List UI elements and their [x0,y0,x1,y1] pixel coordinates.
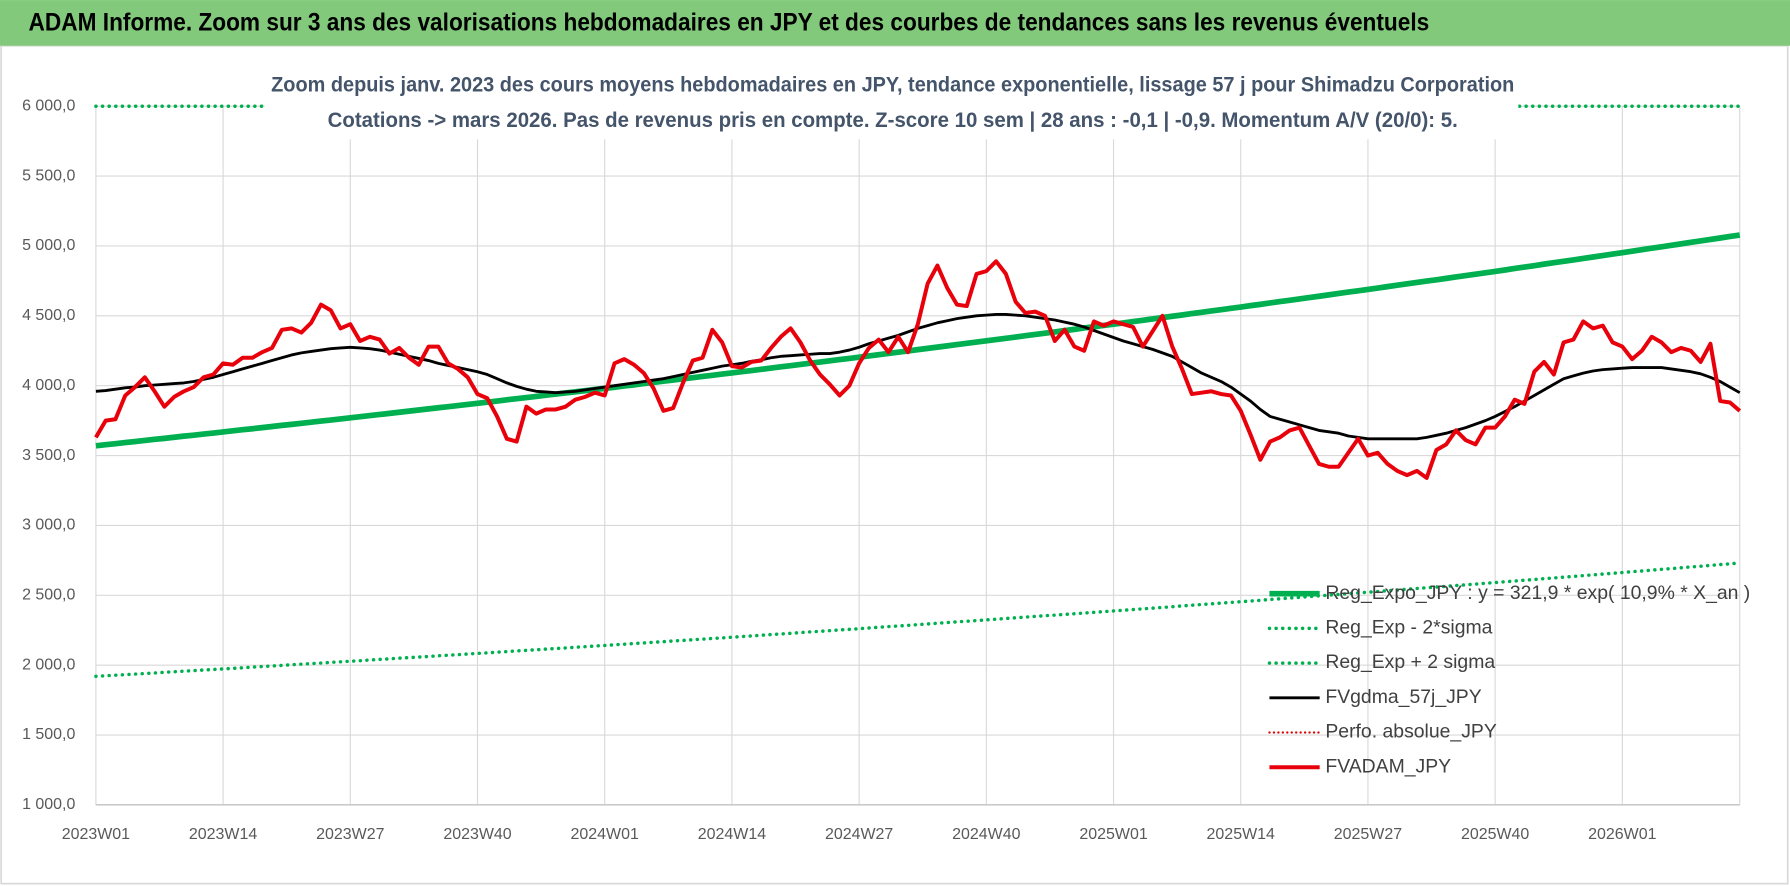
x-tick-label: 2025W01 [1079,826,1147,843]
header-title: ADAM Informe. Zoom sur 3 ans des valoris… [29,9,1430,37]
y-tick-label: 1 000,0 [22,796,75,813]
y-tick-label: 3 500,0 [22,447,75,464]
y-tick-label: 6 000,0 [22,97,75,114]
chart-title: Zoom depuis janv. 2023 des cours moyens … [271,71,1514,96]
y-tick-label: 4 000,0 [22,377,75,394]
legend-label: FVADAM_JPY [1325,755,1451,777]
title-background [264,66,1519,140]
overlay: Zoom depuis janv. 2023 des cours moyens … [264,66,1750,777]
x-tick-label: 2023W27 [316,826,384,843]
series-line [95,232,1741,449]
x-tick-label: 2024W40 [952,826,1020,843]
x-tick-label: 2025W14 [1207,826,1275,843]
y-tick-label: 4 500,0 [22,307,75,324]
legend-label: FVgdma_57j_JPY [1325,686,1481,708]
x-tick-label: 2024W14 [698,826,766,843]
y-tick-label: 5 500,0 [22,167,75,184]
x-tick-label: 2023W40 [443,826,511,843]
y-tick-label: 5 000,0 [22,237,75,254]
series-line [94,259,1742,480]
x-tick-label: 2024W27 [825,826,893,843]
x-tick-label: 2023W14 [189,826,257,843]
legend-label: Reg_Expo_JPY : y = 321,9 * exp( 10,9% * … [1325,582,1750,604]
y-tick-label: 2 500,0 [22,587,75,604]
y-tick-label: 2 000,0 [22,656,75,673]
legend-label: Perfo. absolue_JPY [1325,721,1496,743]
x-tick-label: 2024W01 [571,826,639,843]
y-tick-label: 1 500,0 [22,726,75,743]
legend-label: Reg_Exp - 2*sigma [1325,617,1492,639]
x-tick-label: 2025W27 [1334,826,1402,843]
header-bar [0,0,1790,46]
x-tick-label: 2026W01 [1588,826,1656,843]
x-tick-label: 2025W40 [1461,826,1529,843]
legend-label: Reg_Exp + 2 sigma [1325,651,1495,673]
x-tick-label: 2023W01 [62,826,130,843]
chart-title: Cotations -> mars 2026. Pas de revenus p… [328,107,1458,132]
y-tick-label: 3 000,0 [22,517,75,534]
